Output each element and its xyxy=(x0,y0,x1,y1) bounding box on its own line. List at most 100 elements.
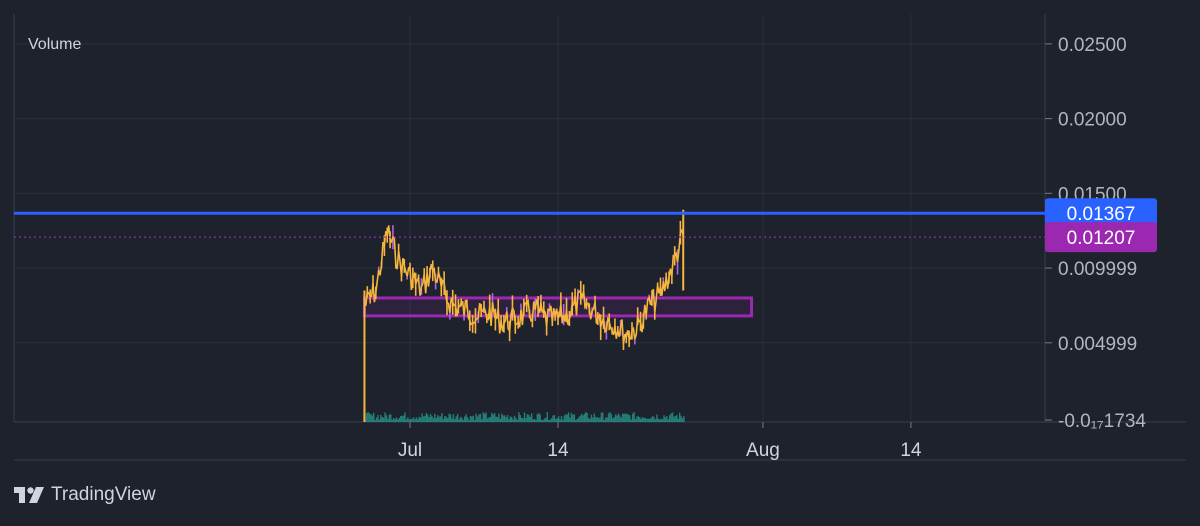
volume-bar xyxy=(385,415,388,422)
price-series-line xyxy=(364,225,684,345)
volume-bar xyxy=(622,413,624,422)
volume-bar xyxy=(567,412,570,422)
volume-bar xyxy=(521,418,523,422)
price-tick-label: 0.02000 xyxy=(1058,110,1127,131)
volume-bar xyxy=(511,416,513,422)
volume-bar xyxy=(394,419,396,422)
volume-bar xyxy=(543,418,546,422)
volume-bar xyxy=(468,419,470,422)
volume-bar xyxy=(469,416,472,422)
tradingview-logo-icon xyxy=(14,487,44,503)
volume-bar xyxy=(447,418,449,422)
volume-bar xyxy=(653,417,655,422)
volume-bar xyxy=(539,414,541,422)
volume-bar xyxy=(600,412,603,422)
volume-bar xyxy=(388,414,391,422)
volume-bar xyxy=(382,417,385,422)
volume-bar xyxy=(585,412,587,422)
volume-bar xyxy=(573,414,576,422)
volume-bar xyxy=(616,415,618,422)
volume-bar xyxy=(529,416,531,422)
volume-bars xyxy=(363,408,685,422)
volume-bar xyxy=(637,416,640,422)
volume-bar xyxy=(632,413,634,422)
volume-bar xyxy=(486,418,489,422)
volume-bar xyxy=(570,412,573,422)
volume-bar xyxy=(435,417,438,422)
volume-bar xyxy=(589,418,591,422)
volume-bar xyxy=(370,413,372,422)
volume-bar xyxy=(643,417,645,422)
current-price-label: 0.01207 xyxy=(1067,228,1136,249)
volume-bar xyxy=(501,413,503,422)
volume-bar xyxy=(592,417,594,422)
volume-bar xyxy=(546,412,549,422)
volume-bar xyxy=(619,415,621,422)
volume-bar xyxy=(455,416,457,422)
grid xyxy=(14,14,1045,422)
volume-bar xyxy=(482,412,484,422)
volume-bar xyxy=(553,415,556,422)
volume-bar xyxy=(448,413,450,422)
volume-bar xyxy=(405,419,408,422)
volume-bar xyxy=(402,415,405,422)
volume-bar xyxy=(540,419,543,422)
volume-bar xyxy=(452,414,455,422)
volume-bar xyxy=(633,412,635,422)
volume-bar xyxy=(513,415,516,422)
volume-bar xyxy=(459,416,462,422)
price-tick-label: 0.009999 xyxy=(1058,259,1137,280)
volume-bar xyxy=(661,419,664,422)
volume-bar xyxy=(445,416,447,422)
volume-bar xyxy=(380,414,382,422)
volume-bar xyxy=(429,414,432,422)
volume-bar xyxy=(647,418,650,422)
volume-bar xyxy=(418,416,420,422)
volume-bar xyxy=(683,416,685,422)
volume-bar xyxy=(410,418,412,422)
volume-bar xyxy=(603,419,605,422)
volume-bar xyxy=(663,415,665,422)
volume-bar xyxy=(630,419,632,422)
volume-bar xyxy=(577,417,580,422)
volume-bar xyxy=(404,412,406,422)
date-tick-label: Jul xyxy=(398,440,422,461)
volume-bar xyxy=(576,418,578,422)
price-tick-label: -0.0₁₇1734 xyxy=(1058,411,1146,432)
brand-name: TradingView xyxy=(51,484,156,505)
volume-bar xyxy=(602,412,604,422)
price-series xyxy=(363,209,685,422)
volume-bar xyxy=(680,415,682,422)
tradingview-brand[interactable]: TradingView xyxy=(14,484,156,506)
volume-bar xyxy=(371,415,373,422)
volume-bar xyxy=(575,419,577,422)
volume-bar xyxy=(421,413,423,422)
volume-bar xyxy=(444,416,446,422)
volume-bar xyxy=(441,413,443,422)
volume-bar xyxy=(475,413,477,422)
price-tick-label: 0.004999 xyxy=(1058,334,1137,355)
volume-bar xyxy=(522,418,524,422)
volume-bar xyxy=(556,417,558,422)
volume-bar xyxy=(604,417,607,422)
volume-bar xyxy=(649,418,651,422)
volume-bar xyxy=(462,419,465,422)
volume-bar xyxy=(669,415,671,422)
volume-bar xyxy=(461,417,463,422)
time-axis[interactable]: Jul 14 Aug 14 xyxy=(398,422,922,461)
price-levels xyxy=(14,211,1045,238)
volume-bar xyxy=(411,418,413,422)
volume-bar xyxy=(391,419,393,422)
volume-bar xyxy=(407,417,409,422)
price-tick-label: 0.02500 xyxy=(1058,35,1127,56)
volume-bar xyxy=(660,418,662,422)
volume-bar xyxy=(595,417,597,422)
volume-bar xyxy=(509,416,512,422)
volume-bar xyxy=(397,419,399,422)
volume-bar xyxy=(505,417,507,422)
volume-bar xyxy=(502,415,504,422)
volume-bar xyxy=(373,412,375,422)
volume-bar xyxy=(627,414,630,422)
